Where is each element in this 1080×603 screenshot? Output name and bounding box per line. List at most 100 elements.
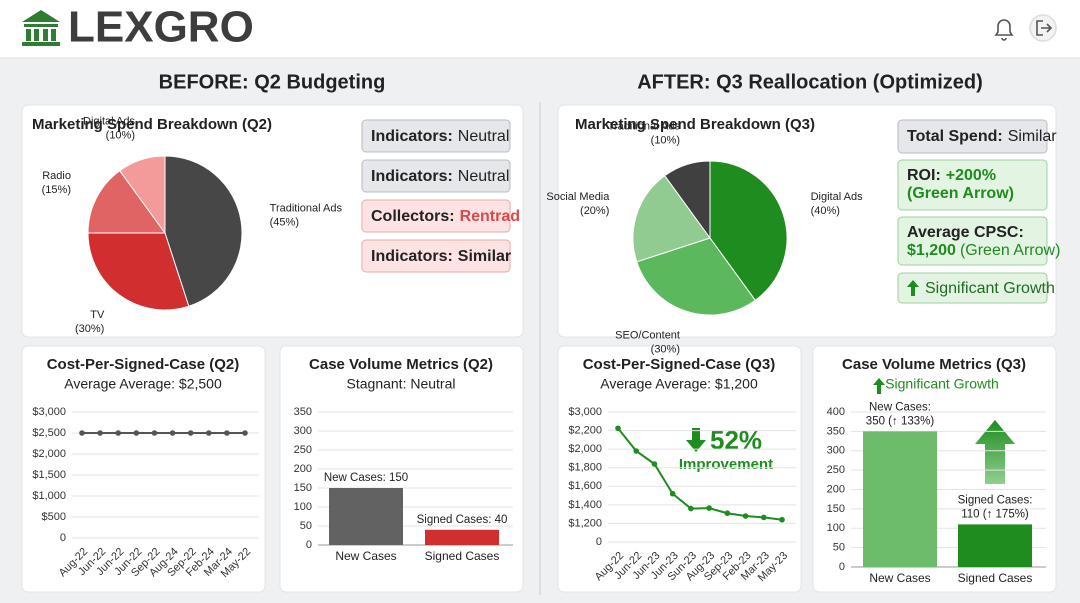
indicator-label: Average CPSC: [907,224,1024,241]
pie-slice [709,160,788,301]
line-point [669,490,676,497]
y-tick-label: 0 [596,536,602,548]
indicator-value: $1,200 [907,242,956,259]
y-tick-label: 350 [827,425,845,437]
line-point [651,461,658,467]
indicator-box [897,216,1048,266]
line-point [187,430,194,436]
header-bar [0,0,1080,58]
chart-subtitle: Stagnant: Neutral [347,376,456,392]
value-label-title: New Cases: [869,401,931,413]
y-tick-label: 350 [294,406,312,418]
annotation: Improvement [679,456,773,473]
line-series [617,427,783,521]
slice-value-label: (30%) [651,344,680,356]
down-arrow-icon [686,428,706,452]
indicator: $1,200 (Green Arrow) [907,242,1060,259]
logout-button[interactable] [1029,14,1057,42]
line-point [242,430,248,436]
y-tick-label: $2,000 [32,448,66,460]
section-title: AFTER: Q3 Reallocation (Optimized) [637,71,983,93]
chart-subtitle: Average Average: $2,500 [64,376,222,392]
chart-title: Marketing Spend Breakdown (Q3) [575,116,815,133]
line-point [760,514,767,521]
slice-label: Traditional Ads [608,120,681,132]
line-point [115,430,122,436]
y-tick-label: $2,000 [568,443,602,455]
y-tick-label: 300 [827,445,845,457]
indicator-label: Total Spend: [907,128,1003,145]
pie-slice [664,160,711,240]
indicator-box [897,159,1048,211]
y-tick-label: $500 [42,511,66,523]
y-tick-label: $1,000 [32,490,66,502]
slice-label: Traditional Ads [270,203,343,215]
line-point [205,430,212,436]
y-tick-label: $1,600 [568,480,602,492]
line-point [133,430,140,436]
indicator-text: Significant Growth [925,280,1055,297]
y-tick-label: 0 [839,561,845,573]
y-tick-label: 50 [833,542,845,554]
slice-value-label: (45%) [270,217,299,229]
bar [329,488,403,545]
line-point [706,505,712,511]
y-tick-label: 0 [60,532,66,544]
value-label: 110 (↑ 175%) [961,508,1029,520]
slice-label: Digital Ads [83,115,135,127]
y-tick-label: $1,200 [568,517,602,529]
line-point [97,430,103,436]
indicator-box [361,119,511,153]
line-point [724,510,731,517]
x-tick-label: Signed Cases [958,571,1033,585]
bar [425,529,499,545]
indicator-box [897,272,1048,304]
y-tick-label: $1,500 [32,469,66,481]
bar [958,524,1032,567]
y-tick-label: $1,800 [568,462,602,474]
y-tick-label: 0 [306,539,312,551]
y-tick-label: $3,000 [568,406,602,418]
line-point [224,430,230,436]
chart-title: Case Volume Metrics (Q3) [842,356,1026,373]
pie-slice [87,232,190,311]
card [557,345,802,593]
chart-subtitle: Average Average: $1,200 [600,376,758,392]
y-tick-label: 100 [827,522,845,534]
slice-value-label: (10%) [651,134,680,146]
indicator-label: Collectors: [371,208,455,225]
value-label-title: Signed Cases: [958,494,1033,506]
bar [863,431,937,567]
pie-slice [164,155,243,307]
y-tick-label: 100 [294,501,312,513]
indicator-text: Rentrad [460,208,520,225]
growth-arrow [975,420,1015,484]
y-tick-label: 200 [294,463,312,475]
indicator: Collectors: Rentrad [371,208,520,225]
chart-title: Cost-Per-Signed-Case (Q3) [583,356,776,373]
y-tick-label: 250 [294,444,312,456]
logo-text: LEXGRO [68,3,254,52]
pie-slice [636,237,756,316]
notification-bell[interactable] [994,19,1014,41]
slice-value-label: (10%) [106,129,135,141]
slice-label: TV [90,309,105,321]
y-tick-label: $1,400 [568,499,602,511]
slice-value-label: (15%) [42,184,71,196]
pie-slice [632,175,711,263]
x-tick-label: New Cases [335,549,396,563]
pie-slice [119,155,166,235]
pie-slice [87,170,166,234]
indicator-text: Neutral [458,128,510,145]
indicator-box [361,239,511,273]
slice-label: Social Media [546,191,610,203]
y-tick-label: $3,000 [32,406,66,418]
y-tick-label: $2,500 [32,427,66,439]
slice-label: Digital Ads [811,191,863,203]
line-point [169,430,176,436]
chart-title: Marketing Spend Breakdown (Q2) [32,116,272,133]
y-tick-label: 400 [827,406,845,418]
line-point [779,516,785,523]
y-tick-label: $2,200 [568,424,602,436]
chart-title: Case Volume Metrics (Q2) [309,356,493,373]
